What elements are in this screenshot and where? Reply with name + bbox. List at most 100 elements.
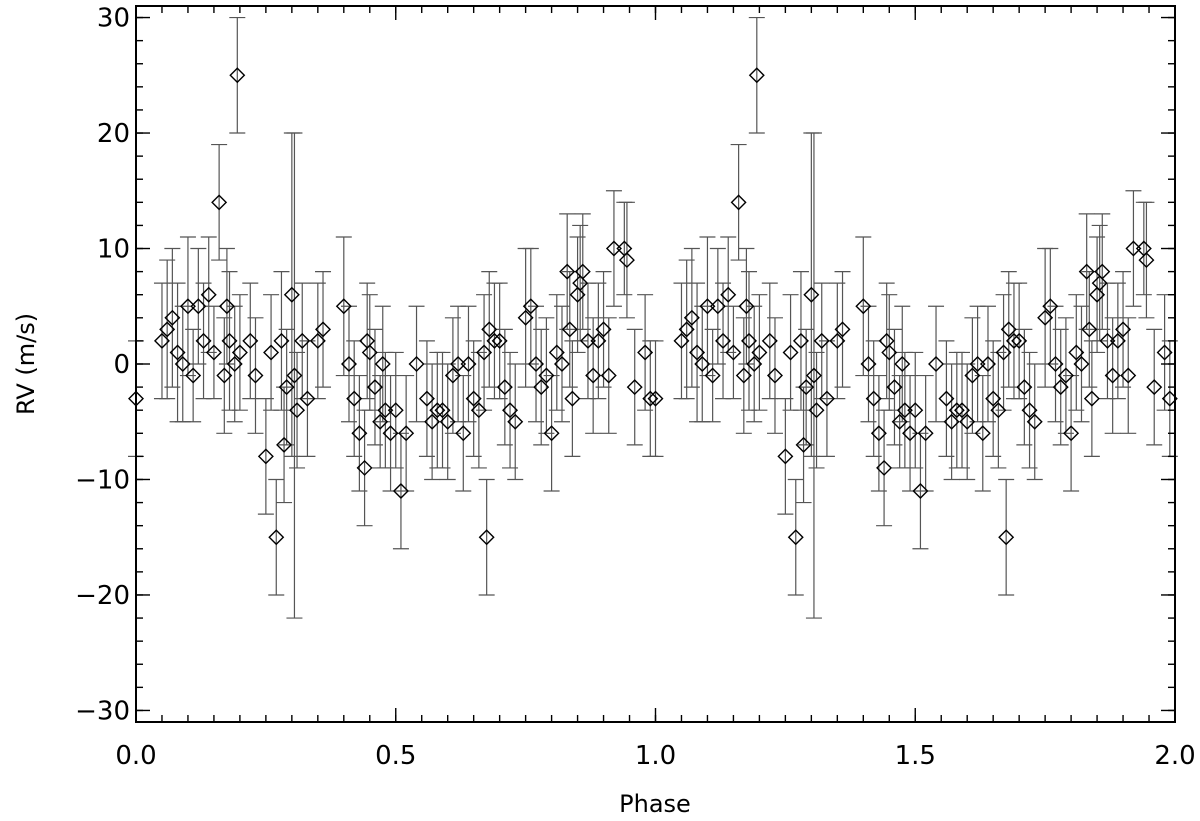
data-point	[855, 298, 872, 315]
data-point	[600, 367, 617, 384]
data-point	[522, 298, 539, 315]
y-tick-label: 20	[97, 119, 130, 149]
data-point	[164, 309, 181, 326]
data-point	[1115, 321, 1132, 338]
data-point	[808, 402, 825, 419]
data-point	[481, 321, 498, 338]
data-point	[1089, 286, 1106, 303]
x-tick-label: 1.0	[635, 741, 676, 771]
data-point	[618, 252, 635, 269]
data-point	[491, 332, 508, 349]
data-point	[439, 413, 456, 430]
data-point	[502, 402, 519, 419]
y-tick-label: −20	[75, 581, 130, 611]
data-point	[309, 332, 326, 349]
data-point	[1005, 332, 1022, 349]
data-point	[881, 344, 898, 361]
data-point	[242, 332, 259, 349]
data-point	[590, 332, 607, 349]
data-point	[569, 286, 586, 303]
data-point	[1047, 356, 1064, 372]
data-point	[548, 344, 565, 361]
data-point	[683, 309, 700, 326]
y-tick-label: 30	[97, 4, 130, 34]
data-point	[1104, 367, 1121, 384]
data-point	[1000, 321, 1017, 338]
data-point	[969, 356, 986, 372]
data-point	[372, 413, 389, 430]
data-point	[1026, 413, 1043, 430]
data-point	[315, 321, 332, 338]
data-point	[195, 332, 212, 349]
data-point	[283, 286, 300, 303]
data-point	[273, 332, 290, 349]
data-point	[990, 402, 1007, 419]
data-point	[226, 356, 243, 372]
data-point	[720, 286, 737, 303]
data-point	[346, 390, 363, 407]
data-point	[335, 298, 352, 315]
data-point	[382, 425, 399, 442]
data-point	[894, 356, 911, 372]
data-point	[351, 425, 368, 442]
data-point	[1156, 344, 1173, 361]
data-point	[637, 344, 654, 361]
data-point	[185, 367, 202, 384]
data-point	[486, 332, 503, 349]
data-point	[813, 332, 830, 349]
x-tick-label: 1.5	[895, 741, 936, 771]
data-point	[231, 344, 248, 361]
data-point	[792, 332, 809, 349]
data-point	[1063, 425, 1080, 442]
data-point	[1094, 263, 1111, 280]
data-point	[356, 459, 373, 476]
data-point	[738, 298, 755, 315]
data-point	[974, 425, 991, 442]
data-point	[964, 367, 981, 384]
data-point	[543, 425, 560, 442]
data-point	[803, 286, 820, 303]
data-point	[229, 67, 246, 84]
data-point	[746, 356, 763, 372]
data-point	[465, 390, 482, 407]
data-point	[247, 367, 264, 384]
data-point	[1091, 275, 1108, 292]
data-point	[673, 332, 690, 349]
data-point	[1120, 367, 1137, 384]
data-point	[179, 298, 196, 315]
ticks-layer	[135, 6, 1176, 722]
data-point	[715, 332, 732, 349]
data-point	[1042, 298, 1059, 315]
x-tick-label: 0.5	[375, 741, 416, 771]
data-point	[876, 459, 893, 476]
data-point	[795, 436, 812, 453]
data-point	[725, 344, 742, 361]
data-point	[374, 356, 391, 372]
data-point	[818, 390, 835, 407]
data-point	[704, 367, 721, 384]
data-point	[455, 425, 472, 442]
data-point	[153, 332, 170, 349]
data-point	[1078, 263, 1095, 280]
data-point	[870, 425, 887, 442]
data-point	[787, 529, 804, 546]
data-point	[798, 379, 815, 396]
data-point	[554, 356, 570, 372]
data-point	[538, 367, 555, 384]
data-point	[579, 332, 596, 349]
data-point	[205, 344, 222, 361]
data-point	[943, 413, 960, 430]
data-point	[1138, 252, 1155, 269]
data-point	[917, 425, 934, 442]
data-point	[1081, 321, 1098, 338]
x-tick-label: 0.0	[115, 741, 156, 771]
data-point	[699, 298, 716, 315]
data-point	[1037, 309, 1054, 326]
error-bars-layer	[128, 16, 1178, 619]
data-point	[476, 344, 493, 361]
data-point	[1125, 240, 1142, 257]
data-point	[678, 321, 695, 338]
data-point	[1068, 344, 1085, 361]
data-point	[860, 356, 877, 372]
data-point	[735, 367, 752, 384]
